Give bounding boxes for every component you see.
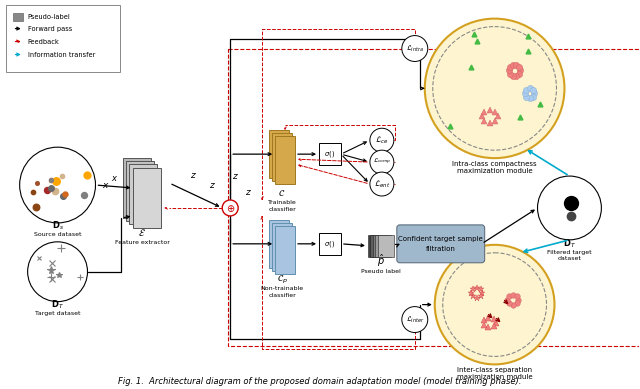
FancyBboxPatch shape	[13, 13, 22, 21]
Text: Intra-class compactness: Intra-class compactness	[452, 161, 537, 167]
Text: Feedback: Feedback	[28, 39, 60, 45]
Circle shape	[370, 150, 394, 174]
Text: maximization module: maximization module	[457, 168, 532, 174]
FancyBboxPatch shape	[269, 130, 289, 178]
Text: Forward pass: Forward pass	[28, 26, 72, 32]
Text: classifier: classifier	[268, 207, 296, 212]
FancyBboxPatch shape	[272, 133, 292, 181]
Text: $\mathbf{D}_T$: $\mathbf{D}_T$	[563, 238, 576, 250]
Circle shape	[28, 242, 88, 301]
Text: $z$: $z$	[209, 181, 216, 190]
Text: $\mathcal{L}_{comp}$: $\mathcal{L}_{comp}$	[372, 157, 391, 167]
Text: Trainable: Trainable	[268, 200, 296, 205]
Text: $\oplus$: $\oplus$	[225, 203, 235, 214]
FancyBboxPatch shape	[319, 143, 341, 165]
Text: Pseudo label: Pseudo label	[361, 269, 401, 274]
Text: $x$: $x$	[111, 174, 118, 183]
Text: $\mathcal{C}$: $\mathcal{C}$	[278, 188, 285, 198]
Circle shape	[370, 172, 394, 196]
FancyBboxPatch shape	[6, 5, 120, 72]
Text: Confident target sample: Confident target sample	[398, 236, 483, 242]
FancyBboxPatch shape	[373, 235, 389, 257]
Circle shape	[370, 128, 394, 152]
Text: Information transfer: Information transfer	[28, 51, 95, 58]
Text: filtration: filtration	[426, 246, 456, 252]
FancyBboxPatch shape	[133, 168, 161, 228]
Text: $z$: $z$	[190, 171, 197, 180]
FancyBboxPatch shape	[275, 226, 295, 274]
Text: $\mathbf{D}_s$: $\mathbf{D}_s$	[52, 220, 63, 232]
FancyBboxPatch shape	[376, 235, 391, 257]
Text: Target dataset: Target dataset	[35, 310, 81, 315]
FancyBboxPatch shape	[397, 225, 484, 263]
Text: $z$: $z$	[244, 188, 252, 197]
FancyBboxPatch shape	[368, 235, 384, 257]
Circle shape	[20, 147, 95, 223]
Circle shape	[435, 245, 554, 364]
FancyBboxPatch shape	[129, 164, 157, 224]
FancyBboxPatch shape	[127, 161, 154, 221]
Circle shape	[402, 307, 428, 333]
Text: $\mathcal{L}_{ce}$: $\mathcal{L}_{ce}$	[375, 135, 388, 146]
Text: $\mathcal{E}$: $\mathcal{E}$	[138, 227, 147, 238]
Text: maximization module: maximization module	[457, 374, 532, 380]
Circle shape	[222, 200, 238, 216]
FancyBboxPatch shape	[272, 223, 292, 271]
Text: $z$: $z$	[232, 172, 239, 181]
Text: $\sigma(\,)$: $\sigma(\,)$	[324, 239, 336, 249]
FancyBboxPatch shape	[124, 158, 152, 218]
Text: $\mathcal{C}_p$: $\mathcal{C}_p$	[276, 274, 287, 286]
Circle shape	[402, 35, 428, 61]
Text: $x$: $x$	[102, 181, 109, 190]
FancyBboxPatch shape	[378, 235, 394, 257]
Text: dataset: dataset	[557, 256, 581, 261]
Text: $\hat{p}$: $\hat{p}$	[377, 252, 385, 269]
Text: Non-trainable: Non-trainable	[260, 286, 303, 291]
Text: $\mathcal{L}_{ent}$: $\mathcal{L}_{ent}$	[374, 178, 390, 190]
FancyBboxPatch shape	[269, 220, 289, 268]
Text: Source dataset: Source dataset	[34, 232, 81, 237]
Text: $\mathcal{L}_{inter}$: $\mathcal{L}_{inter}$	[406, 314, 424, 325]
Text: Feature extractor: Feature extractor	[115, 240, 170, 245]
Circle shape	[538, 176, 602, 240]
Text: $\mathbf{D}_T$: $\mathbf{D}_T$	[51, 299, 64, 311]
Text: Fig. 1.  Architectural diagram of the proposed domain adaptation model (model tr: Fig. 1. Architectural diagram of the pro…	[118, 377, 522, 386]
FancyBboxPatch shape	[275, 136, 295, 184]
Text: Filtered target: Filtered target	[547, 250, 592, 255]
Text: Pseudo-label: Pseudo-label	[28, 14, 70, 20]
Text: $\sigma(\,)$: $\sigma(\,)$	[324, 149, 336, 159]
FancyBboxPatch shape	[371, 235, 387, 257]
FancyBboxPatch shape	[319, 233, 341, 255]
Circle shape	[425, 19, 564, 158]
Text: $\mathcal{L}_{intra}$: $\mathcal{L}_{intra}$	[406, 44, 424, 54]
Text: classifier: classifier	[268, 293, 296, 298]
Text: Inter-class separation: Inter-class separation	[457, 367, 532, 373]
